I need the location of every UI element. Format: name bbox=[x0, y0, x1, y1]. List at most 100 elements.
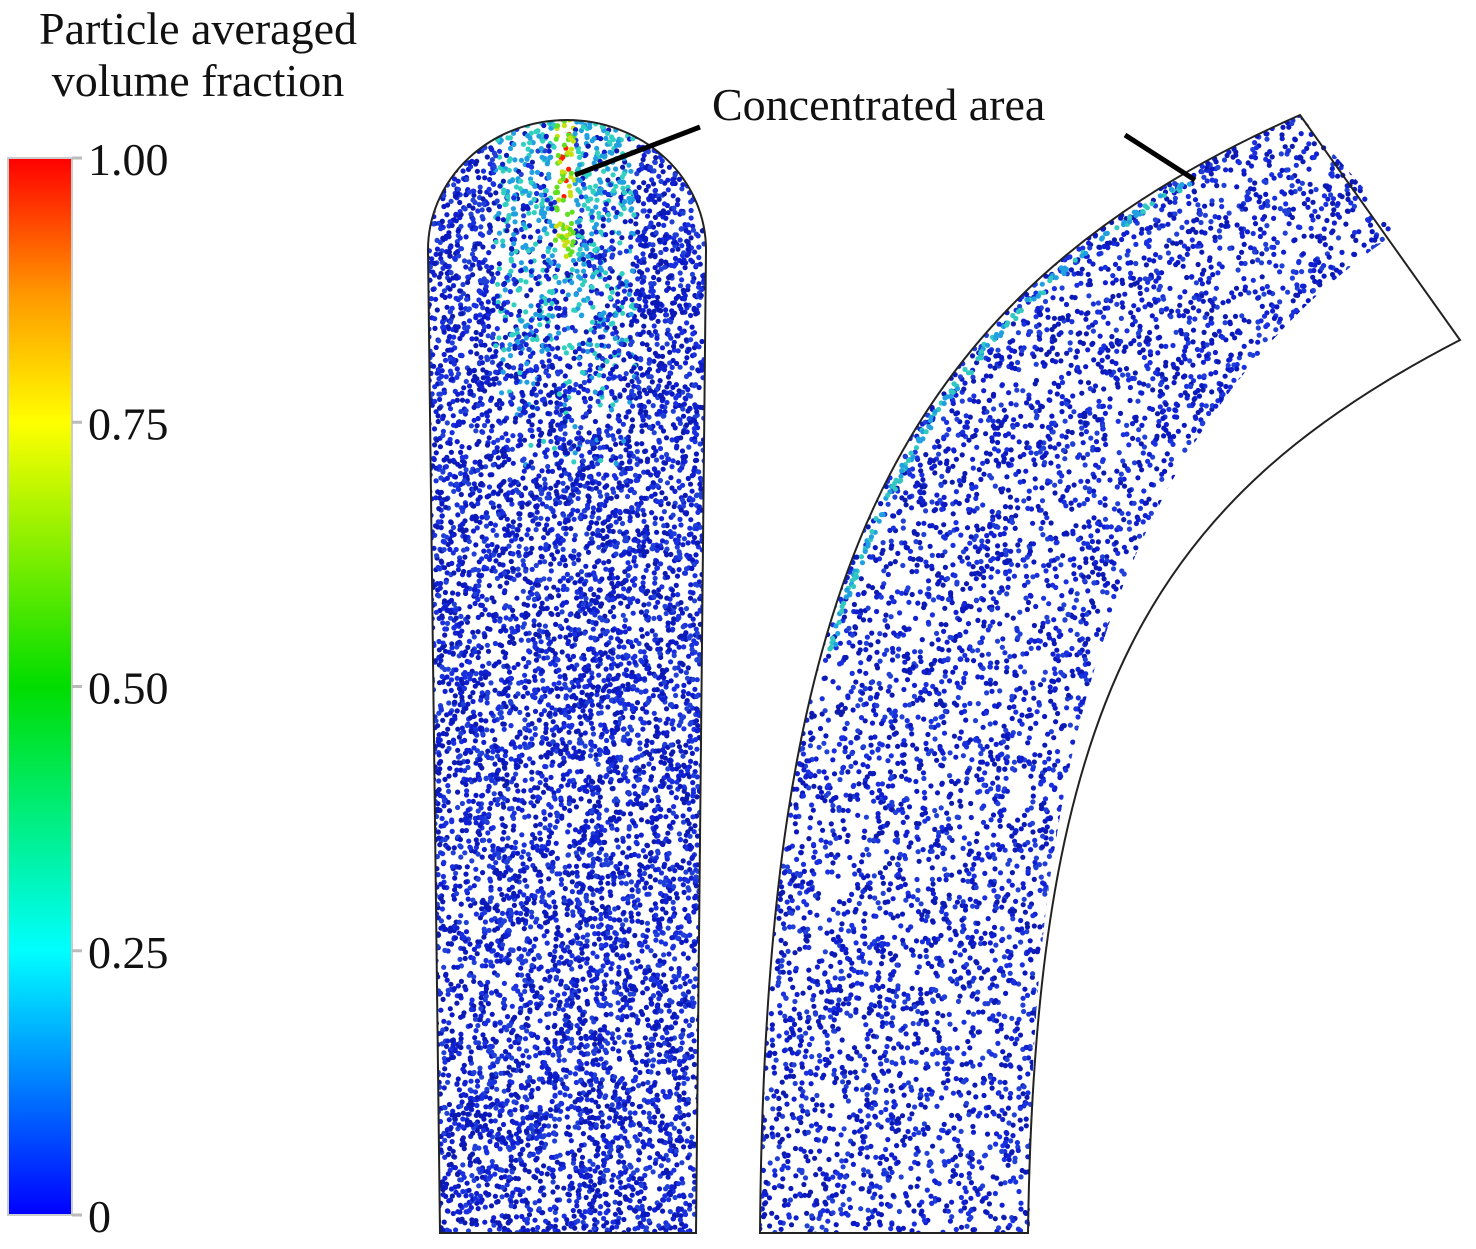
particle bbox=[573, 381, 579, 388]
particle bbox=[521, 601, 527, 607]
particle bbox=[510, 815, 517, 822]
particle bbox=[511, 302, 517, 308]
particle bbox=[680, 624, 686, 630]
particle bbox=[428, 1152, 430, 1158]
particle bbox=[512, 845, 518, 851]
particle bbox=[520, 693, 526, 700]
particle bbox=[523, 1048, 530, 1054]
particle bbox=[484, 1150, 490, 1156]
particle bbox=[485, 543, 491, 549]
particle bbox=[428, 738, 433, 744]
particle bbox=[569, 249, 575, 255]
particle bbox=[521, 468, 527, 474]
particle bbox=[586, 607, 593, 613]
particle bbox=[482, 120, 488, 125]
particle bbox=[430, 161, 436, 167]
particle bbox=[560, 546, 566, 553]
particle bbox=[531, 196, 537, 202]
particle bbox=[633, 221, 639, 227]
particle bbox=[637, 1198, 643, 1204]
particle bbox=[585, 549, 592, 555]
particle bbox=[467, 604, 473, 610]
particle bbox=[478, 354, 484, 361]
particle bbox=[484, 1182, 490, 1188]
particle bbox=[543, 585, 550, 591]
particle bbox=[449, 1012, 455, 1018]
particle bbox=[688, 312, 694, 319]
particle bbox=[683, 869, 689, 875]
particle bbox=[466, 445, 472, 451]
particle bbox=[553, 274, 559, 280]
particle bbox=[694, 131, 700, 137]
particle bbox=[604, 807, 610, 813]
particle bbox=[474, 525, 480, 531]
particle bbox=[568, 193, 574, 199]
particle bbox=[428, 443, 430, 449]
particle bbox=[505, 437, 511, 444]
particle bbox=[428, 741, 432, 747]
particle bbox=[520, 475, 526, 481]
particle bbox=[423, 934, 428, 939]
particle bbox=[587, 753, 594, 759]
particle bbox=[566, 406, 573, 412]
particle bbox=[482, 919, 488, 925]
particle bbox=[707, 479, 712, 484]
particle bbox=[428, 973, 431, 979]
particle bbox=[456, 150, 462, 156]
particle bbox=[498, 121, 504, 128]
particle bbox=[448, 137, 454, 143]
particle bbox=[428, 769, 431, 775]
particle bbox=[492, 687, 498, 693]
particle bbox=[508, 120, 514, 125]
particle bbox=[550, 864, 556, 870]
particle bbox=[690, 160, 696, 166]
particle bbox=[525, 637, 532, 644]
particle bbox=[516, 1187, 522, 1193]
particle bbox=[522, 988, 528, 995]
particle bbox=[623, 371, 629, 377]
particle bbox=[546, 120, 552, 121]
particle bbox=[423, 1093, 428, 1098]
particle bbox=[467, 941, 473, 947]
particle bbox=[449, 132, 455, 138]
particle bbox=[503, 125, 510, 131]
particle bbox=[456, 653, 462, 659]
particle bbox=[616, 1056, 623, 1062]
particle bbox=[701, 1110, 706, 1117]
particle bbox=[543, 454, 549, 460]
particle bbox=[525, 206, 531, 212]
particle bbox=[610, 589, 617, 595]
particle bbox=[705, 822, 706, 828]
particle bbox=[539, 359, 545, 365]
particle bbox=[577, 714, 583, 720]
particle bbox=[510, 206, 516, 212]
particle bbox=[515, 661, 521, 667]
particle bbox=[705, 1183, 706, 1189]
particle bbox=[670, 193, 676, 199]
particle bbox=[668, 659, 674, 665]
particle bbox=[656, 663, 662, 669]
particle bbox=[510, 1027, 516, 1033]
particle bbox=[576, 355, 582, 361]
particle bbox=[505, 120, 511, 126]
particle bbox=[652, 632, 659, 638]
particle bbox=[428, 975, 432, 981]
particle bbox=[484, 413, 490, 419]
particle bbox=[615, 844, 621, 850]
particle bbox=[673, 795, 679, 801]
particle bbox=[569, 267, 575, 273]
particle bbox=[511, 640, 517, 647]
particle bbox=[705, 410, 706, 416]
particle bbox=[557, 520, 563, 527]
particle bbox=[458, 854, 464, 860]
particle bbox=[510, 460, 516, 466]
particle bbox=[474, 732, 480, 738]
particle bbox=[604, 628, 610, 635]
particle bbox=[575, 572, 581, 578]
particle bbox=[685, 540, 691, 546]
particle bbox=[701, 919, 706, 925]
particle bbox=[620, 850, 626, 856]
particle bbox=[423, 559, 428, 564]
particle bbox=[447, 286, 453, 292]
particle bbox=[689, 488, 695, 494]
